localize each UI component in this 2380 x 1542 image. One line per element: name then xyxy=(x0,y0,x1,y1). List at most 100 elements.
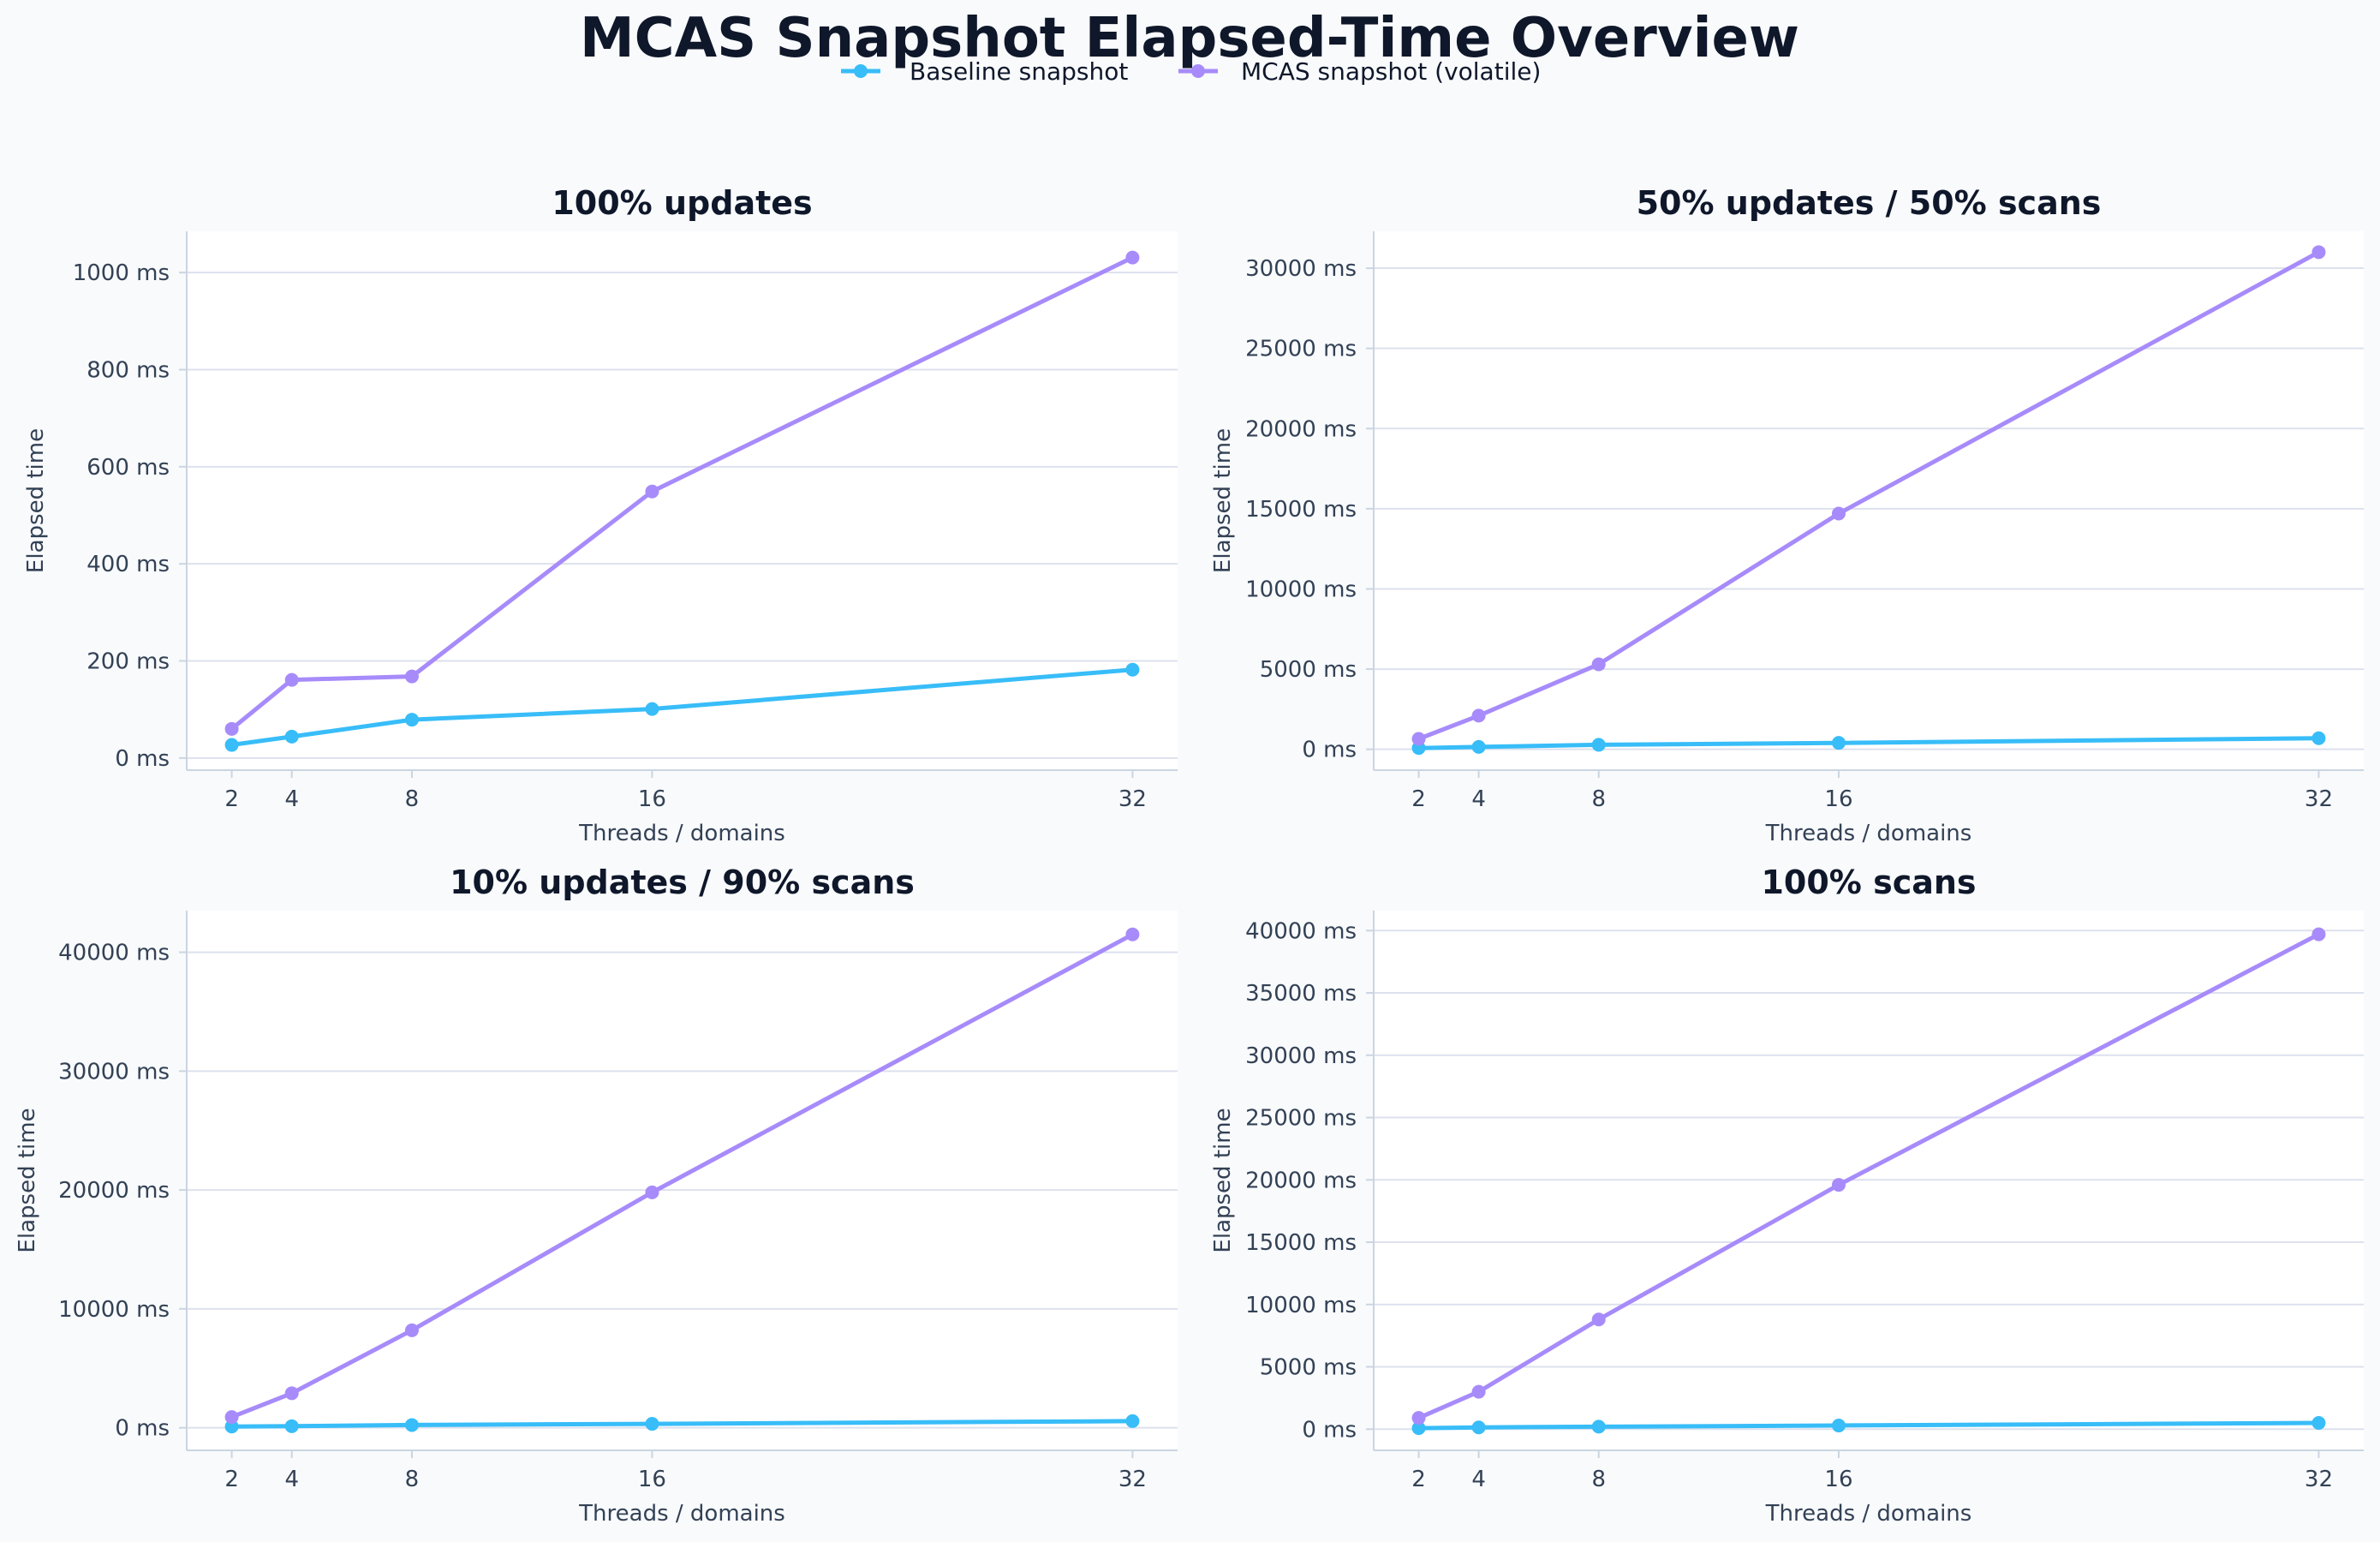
data-point xyxy=(1411,1411,1426,1425)
x-tick-label: 16 xyxy=(1824,786,1852,812)
data-point xyxy=(1471,708,1486,723)
data-point xyxy=(1591,738,1606,752)
figure-title: MCAS Snapshot Elapsed-Time Overview xyxy=(580,7,1799,70)
plot-area xyxy=(187,231,1178,770)
data-point xyxy=(1125,250,1140,265)
data-point xyxy=(1591,1419,1606,1434)
y-tick-label: 0 ms xyxy=(1302,1417,1357,1443)
series-mcas xyxy=(224,250,1140,736)
y-axis-label: Elapsed time xyxy=(15,1108,40,1252)
x-tick-label: 32 xyxy=(1118,786,1147,812)
x-tick-label: 8 xyxy=(1591,1467,1606,1492)
x-tick-label: 4 xyxy=(284,786,299,812)
legend-label-2: MCAS snapshot (volatile) xyxy=(1241,57,1541,86)
data-point xyxy=(1471,739,1486,754)
data-point xyxy=(1125,927,1140,941)
data-point xyxy=(284,672,299,687)
x-tick-label: 16 xyxy=(638,1467,666,1492)
series-baseline xyxy=(1411,1415,2326,1436)
data-point xyxy=(1831,736,1846,750)
x-tick-label: 4 xyxy=(1471,1467,1486,1492)
data-point xyxy=(2311,927,2326,941)
y-axis-label: Elapsed time xyxy=(1210,1108,1236,1252)
data-point xyxy=(224,1410,239,1425)
y-tick-label: 5000 ms xyxy=(1260,1355,1357,1381)
data-point xyxy=(1831,1178,1846,1192)
y-axis-label: Elapsed time xyxy=(23,428,49,573)
x-tick-label: 32 xyxy=(2305,1467,2333,1492)
panel-title: 10% updates / 90% scans xyxy=(450,864,915,901)
panel-title: 100% scans xyxy=(1761,864,1976,901)
data-point xyxy=(1591,1312,1606,1327)
data-point xyxy=(224,721,239,736)
data-point xyxy=(645,1185,659,1199)
series-baseline xyxy=(224,662,1140,752)
data-point xyxy=(284,729,299,744)
data-point xyxy=(404,713,419,727)
x-tick-label: 4 xyxy=(284,1467,299,1492)
y-tick-label: 15000 ms xyxy=(1245,1230,1357,1256)
y-tick-label: 400 ms xyxy=(86,552,170,577)
data-point xyxy=(224,738,239,752)
y-tick-label: 800 ms xyxy=(86,358,170,384)
panel-title: 100% updates xyxy=(552,184,812,222)
y-tick-label: 10000 ms xyxy=(1245,1293,1357,1318)
y-tick-label: 10000 ms xyxy=(58,1297,170,1323)
y-tick-label: 600 ms xyxy=(86,455,170,481)
data-point xyxy=(2311,245,2326,260)
x-tick-label: 8 xyxy=(405,786,420,812)
x-tick-label: 8 xyxy=(1591,786,1606,812)
chart-panel-2: 0 ms 5000 ms 10000 ms 15000 ms 20000 ms 25000… xyxy=(1210,184,2364,846)
legend-item-2: MCAS snapshot (volatile) xyxy=(1178,57,1541,86)
x-tick-label: 2 xyxy=(1411,1467,1426,1492)
data-point xyxy=(645,1417,659,1431)
x-tick-label: 2 xyxy=(224,786,239,812)
y-tick-label: 35000 ms xyxy=(1245,981,1357,1007)
x-tick-label: 16 xyxy=(638,786,666,812)
data-point xyxy=(284,1386,299,1401)
series-mcas xyxy=(224,927,1140,1425)
x-tick-label: 8 xyxy=(405,1467,420,1492)
x-axis-label: Threads / domains xyxy=(578,821,785,846)
data-point xyxy=(404,669,419,684)
y-tick-label: 40000 ms xyxy=(58,941,170,966)
x-axis-label: Threads / domains xyxy=(578,1501,785,1527)
data-point xyxy=(404,1323,419,1337)
panel-title: 50% updates / 50% scans xyxy=(1637,184,2102,222)
data-point xyxy=(645,702,659,716)
data-point xyxy=(1591,657,1606,672)
series-mcas xyxy=(1411,927,2326,1425)
y-tick-label: 5000 ms xyxy=(1260,657,1357,683)
series-mcas xyxy=(1411,245,2326,746)
y-tick-label: 10000 ms xyxy=(1245,577,1357,602)
legend-marker-2 xyxy=(1191,64,1205,78)
y-tick-label: 30000 ms xyxy=(1245,256,1357,282)
data-point xyxy=(404,1418,419,1432)
data-point xyxy=(2311,731,2326,745)
data-point xyxy=(1125,1414,1140,1428)
x-tick-label: 32 xyxy=(2305,786,2333,812)
y-tick-label: 20000 ms xyxy=(1245,416,1357,442)
y-tick-label: 0 ms xyxy=(115,746,170,772)
y-tick-label: 0 ms xyxy=(1302,738,1357,763)
data-point xyxy=(1831,506,1846,521)
chart-panel-1: 0 ms 200 ms 400 ms 600 ms 800 ms 1000 ms 2 4 8 16… xyxy=(23,184,1178,846)
chart-panel-3: 0 ms 10000 ms 20000 ms 30000 ms 40000 ms 2 4 8 1… xyxy=(15,864,1178,1527)
y-tick-label: 1000 ms xyxy=(73,260,170,286)
data-point xyxy=(645,484,659,499)
data-point xyxy=(1411,732,1426,746)
data-point xyxy=(1831,1419,1846,1433)
y-tick-label: 15000 ms xyxy=(1245,497,1357,523)
legend-item-1: Baseline snapshot xyxy=(841,57,1128,86)
x-axis-label: Threads / domains xyxy=(1765,1501,1972,1527)
y-tick-label: 30000 ms xyxy=(58,1059,170,1085)
x-tick-label: 16 xyxy=(1824,1467,1852,1492)
y-tick-label: 200 ms xyxy=(86,649,170,675)
y-tick-label: 20000 ms xyxy=(58,1178,170,1204)
y-tick-label: 20000 ms xyxy=(1245,1168,1357,1193)
chart-panels: 0 ms 200 ms 400 ms 600 ms 800 ms 1000 ms 2 4 8 16… xyxy=(15,184,2364,1527)
data-point xyxy=(284,1419,299,1433)
y-tick-label: 40000 ms xyxy=(1245,918,1357,944)
data-point xyxy=(1125,662,1140,677)
y-tick-label: 30000 ms xyxy=(1245,1043,1357,1069)
